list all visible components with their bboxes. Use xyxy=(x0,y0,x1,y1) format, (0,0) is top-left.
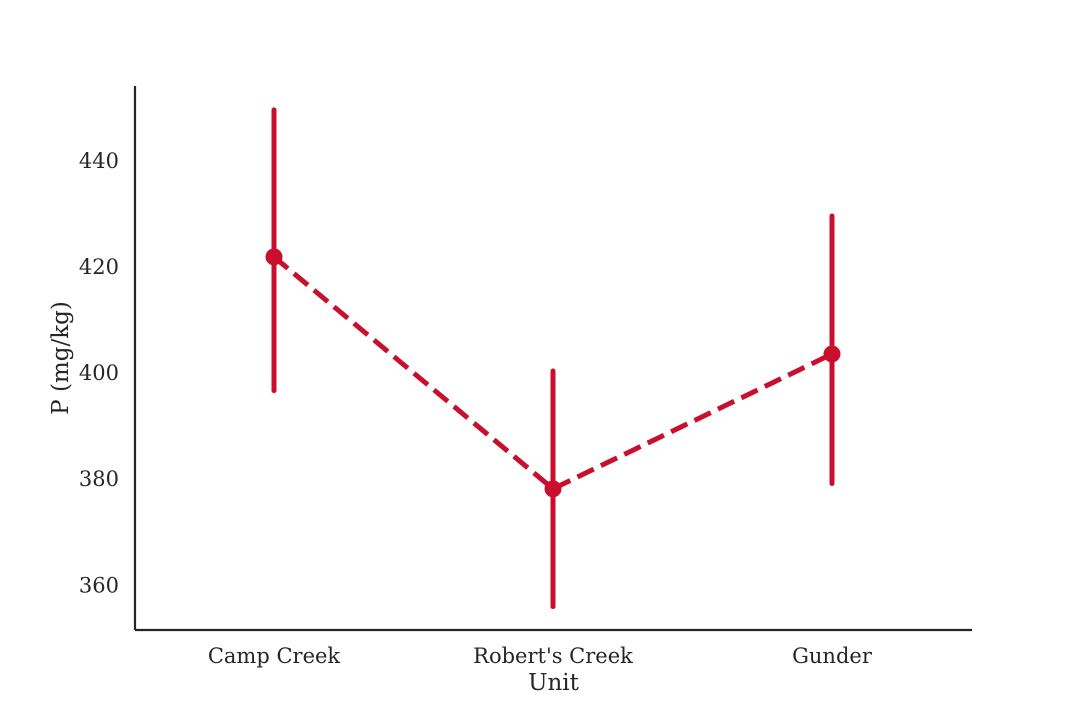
y-tick-label: 400 xyxy=(79,361,119,385)
data-point xyxy=(823,345,841,363)
series-layer xyxy=(265,107,841,610)
x-tick-label: Gunder xyxy=(792,644,873,668)
y-axis-label: P (mg/kg) xyxy=(48,301,74,415)
x-tick-label: Camp Creek xyxy=(208,644,341,668)
y-axis-ticks: 360 380 400 420 440 xyxy=(79,149,119,598)
y-tick-label: 420 xyxy=(79,255,119,279)
data-point xyxy=(544,480,562,498)
x-axis-label: Unit xyxy=(528,670,580,696)
x-axis-ticks: Camp Creek Robert's Creek Gunder xyxy=(208,644,873,668)
y-tick-label: 360 xyxy=(79,573,119,597)
data-point xyxy=(265,248,283,266)
series-line xyxy=(272,254,834,492)
x-tick-label: Robert's Creek xyxy=(473,644,633,668)
y-tick-label: 380 xyxy=(79,467,119,491)
y-tick-label: 440 xyxy=(79,149,119,173)
